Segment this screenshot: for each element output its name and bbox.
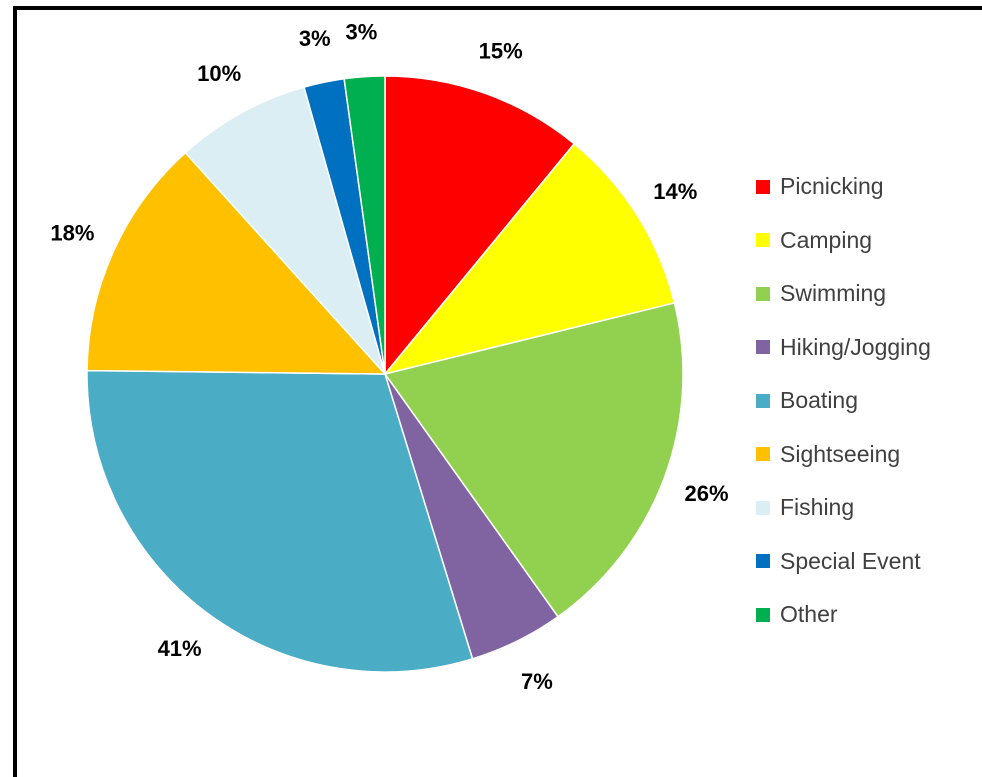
- pie-slice-swimming: [383, 302, 684, 618]
- pie-slice-other: [343, 75, 386, 375]
- legend-swatch: [756, 233, 770, 248]
- legend-label: Fishing: [780, 494, 855, 521]
- pie-slice-fishing: [184, 86, 386, 375]
- data-label-swimming: 26%: [685, 481, 729, 506]
- data-label-sightseeing: 18%: [50, 220, 94, 245]
- data-label-picnicking: 15%: [479, 39, 523, 64]
- legend-item: Sightseeing: [756, 428, 931, 482]
- pie-slice-camping: [382, 142, 676, 376]
- data-label-hiking-jogging: 7%: [521, 669, 553, 694]
- pie-slices: [86, 75, 684, 673]
- legend-label: Swimming: [780, 280, 887, 307]
- legend-item: Special Event: [756, 535, 931, 589]
- pie-slice-sightseeing: [86, 151, 387, 375]
- legend-item: Picnicking: [756, 160, 931, 214]
- legend-item: Camping: [756, 214, 931, 268]
- legend: Picnicking Camping Swimming Hiking/Jogging B…: [756, 160, 931, 642]
- data-label-other: 3%: [346, 19, 378, 44]
- legend-swatch: [756, 554, 770, 569]
- legend-swatch: [756, 447, 770, 462]
- legend-item: Other: [756, 588, 931, 642]
- legend-swatch: [756, 500, 770, 515]
- data-label-special-event: 3%: [299, 26, 331, 51]
- legend-swatch: [756, 340, 770, 355]
- data-label-camping: 14%: [653, 179, 697, 204]
- legend-item: Boating: [756, 374, 931, 428]
- legend-swatch: [756, 607, 770, 622]
- legend-label: Boating: [780, 387, 859, 414]
- data-label-boating: 41%: [158, 636, 202, 661]
- legend-swatch: [756, 179, 770, 194]
- pie-data-labels: 15% 14% 26% 7% 41% 18% 10% 3% 3%: [50, 19, 728, 694]
- legend-item: Fishing: [756, 481, 931, 535]
- pie-slice-boating: [86, 369, 474, 673]
- legend-label: Hiking/Jogging: [780, 333, 931, 360]
- legend-swatch: [756, 393, 770, 408]
- pie-slice-picnicking: [384, 75, 576, 377]
- legend-label: Sightseeing: [780, 440, 901, 467]
- legend-label: Camping: [780, 226, 873, 253]
- legend-label: Special Event: [780, 547, 921, 574]
- legend-swatch: [756, 286, 770, 301]
- legend-label: Picnicking: [780, 173, 884, 200]
- legend-item: Hiking/Jogging: [756, 321, 931, 375]
- legend-item: Swimming: [756, 267, 931, 321]
- legend-label: Other: [780, 601, 838, 628]
- data-label-fishing: 10%: [197, 61, 241, 86]
